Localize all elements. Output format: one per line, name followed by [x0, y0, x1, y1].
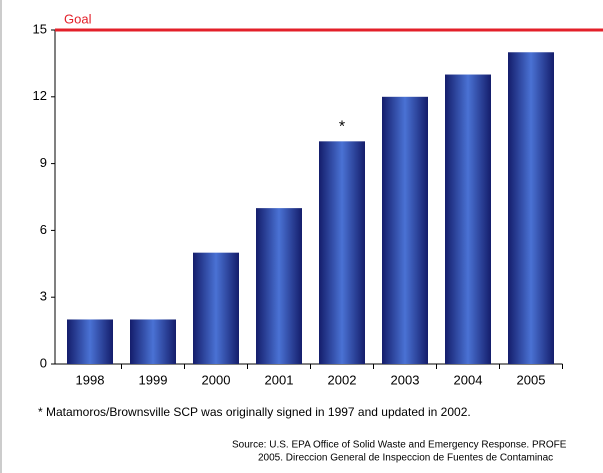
y-tick-label: 12 — [33, 88, 47, 103]
source-line: 2005. Direccion General de Inspeccion de… — [258, 453, 553, 464]
y-tick-label: 3 — [40, 289, 47, 304]
x-tick-label: 2002 — [328, 372, 357, 387]
x-tick-label: 2000 — [202, 372, 231, 387]
y-tick-label: 6 — [40, 222, 47, 237]
y-tick-label: 0 — [40, 355, 47, 370]
bar — [382, 96, 428, 365]
bar — [130, 319, 176, 364]
bar — [508, 52, 554, 365]
source-line: Source: U.S. EPA Office of Solid Waste a… — [232, 440, 567, 451]
goal-label: Goal — [64, 11, 92, 26]
y-tick-label: 9 — [40, 155, 47, 170]
bar — [256, 208, 302, 364]
x-tick-label: 2001 — [265, 372, 294, 387]
footnote: * Matamoros/Brownsville SCP was original… — [38, 405, 471, 419]
y-tick-label: 15 — [33, 21, 47, 36]
x-tick-label: 2004 — [454, 372, 483, 387]
bar — [319, 141, 365, 364]
x-tick-label: 2005 — [517, 372, 546, 387]
bar — [445, 74, 491, 365]
annotation: * — [339, 119, 345, 136]
x-tick-label: 1999 — [139, 372, 168, 387]
x-tick-label: 2003 — [391, 372, 420, 387]
x-tick-label: 1998 — [76, 372, 105, 387]
bar — [193, 252, 239, 364]
bar — [67, 319, 113, 364]
